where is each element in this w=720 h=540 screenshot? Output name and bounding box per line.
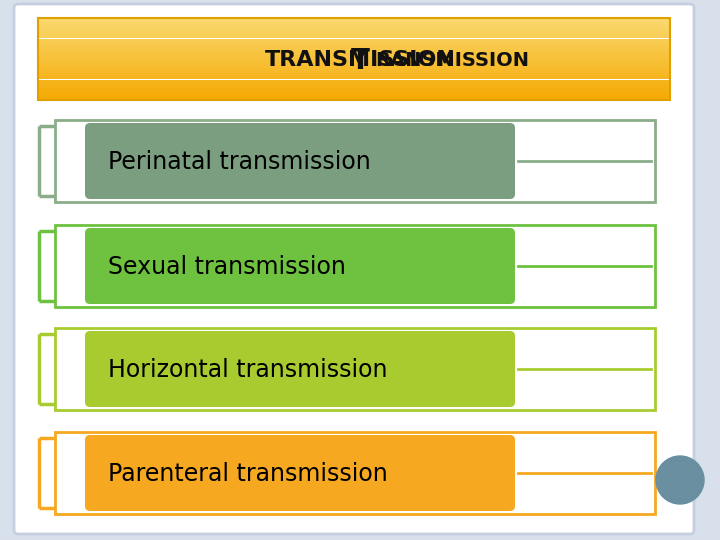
FancyBboxPatch shape bbox=[55, 328, 655, 410]
FancyBboxPatch shape bbox=[14, 4, 694, 534]
Bar bbox=[38, 51, 670, 53]
Text: TRANSMISSION: TRANSMISSION bbox=[264, 50, 456, 70]
Bar bbox=[38, 24, 670, 26]
FancyBboxPatch shape bbox=[85, 435, 515, 511]
Bar bbox=[38, 94, 670, 96]
Bar bbox=[38, 76, 670, 77]
Bar bbox=[38, 57, 670, 59]
Bar bbox=[38, 82, 670, 84]
Bar bbox=[38, 32, 670, 35]
Bar bbox=[38, 65, 670, 67]
Text: RANSMISSION: RANSMISSION bbox=[375, 51, 529, 71]
FancyBboxPatch shape bbox=[55, 432, 655, 514]
Bar bbox=[38, 35, 670, 36]
Bar bbox=[38, 46, 670, 49]
Bar bbox=[38, 61, 670, 63]
Bar bbox=[38, 36, 670, 38]
Bar bbox=[38, 30, 670, 32]
Bar bbox=[38, 49, 670, 51]
Text: Horizontal transmission: Horizontal transmission bbox=[108, 358, 387, 382]
Bar bbox=[38, 86, 670, 87]
Bar bbox=[38, 40, 670, 43]
Bar bbox=[38, 22, 670, 24]
Bar bbox=[38, 67, 670, 69]
FancyBboxPatch shape bbox=[85, 123, 515, 199]
Text: T: T bbox=[351, 47, 369, 75]
Bar bbox=[38, 38, 670, 40]
Bar bbox=[38, 53, 670, 55]
FancyBboxPatch shape bbox=[85, 228, 515, 304]
Bar bbox=[38, 45, 670, 46]
Bar bbox=[38, 69, 670, 71]
Bar bbox=[38, 79, 670, 82]
Bar bbox=[38, 90, 670, 92]
Bar bbox=[38, 43, 670, 45]
Bar bbox=[38, 87, 670, 90]
Bar bbox=[38, 26, 670, 28]
FancyBboxPatch shape bbox=[55, 120, 655, 202]
Text: Perinatal transmission: Perinatal transmission bbox=[108, 150, 371, 174]
Bar bbox=[38, 92, 670, 94]
Bar bbox=[38, 63, 670, 65]
Bar bbox=[38, 98, 670, 100]
Bar bbox=[38, 20, 670, 22]
Bar bbox=[38, 84, 670, 86]
Bar bbox=[38, 59, 670, 61]
FancyBboxPatch shape bbox=[85, 331, 515, 407]
Bar bbox=[38, 96, 670, 98]
Text: Parenteral transmission: Parenteral transmission bbox=[108, 462, 388, 486]
Bar bbox=[38, 77, 670, 79]
Bar bbox=[38, 71, 670, 73]
Bar bbox=[38, 28, 670, 30]
FancyBboxPatch shape bbox=[55, 225, 655, 307]
Text: Sexual transmission: Sexual transmission bbox=[108, 255, 346, 279]
Bar bbox=[38, 73, 670, 76]
Bar bbox=[38, 18, 670, 20]
Bar bbox=[38, 55, 670, 57]
Circle shape bbox=[656, 456, 704, 504]
